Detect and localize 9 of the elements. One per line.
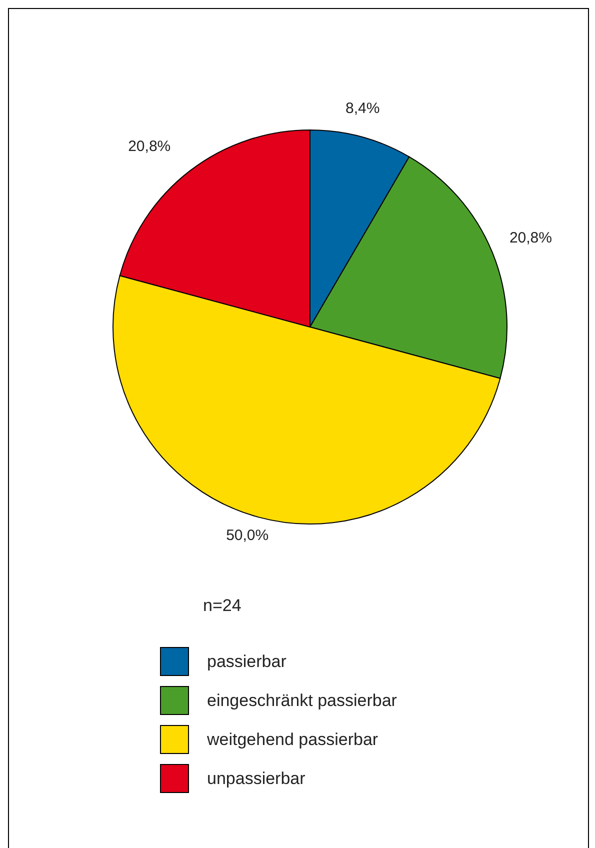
- legend-label: passierbar: [207, 652, 286, 672]
- data-label: 8,4%: [346, 100, 380, 118]
- legend-label: weitgehend passierbar: [207, 730, 378, 750]
- legend-label: unpassierbar: [207, 768, 306, 788]
- data-label: 50,0%: [226, 526, 269, 544]
- text: n=24: [203, 596, 242, 616]
- legend-label: eingeschränkt passierbar: [207, 690, 397, 710]
- data-label: 20,8%: [509, 230, 552, 247]
- data-label: 20,8%: [128, 138, 171, 156]
